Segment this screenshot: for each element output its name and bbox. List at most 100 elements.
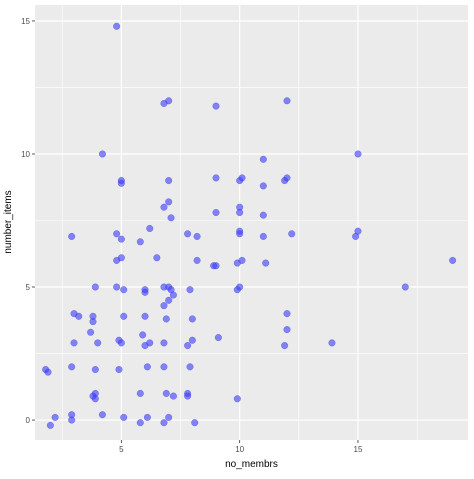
data-point [169, 392, 177, 400]
data-point [162, 389, 170, 397]
data-point [91, 283, 99, 291]
data-point [89, 318, 97, 326]
data-point [46, 421, 54, 429]
y-tick-label: 15 [21, 17, 30, 26]
axis-ticks: 5 10 15 0 5 10 15 [21, 17, 363, 454]
data-point [283, 326, 291, 334]
data-point [212, 262, 220, 270]
y-axis-title: number_items [3, 190, 14, 253]
data-point [113, 283, 121, 291]
data-point [238, 174, 246, 182]
data-point [449, 256, 457, 264]
data-point [141, 342, 149, 350]
data-point [236, 283, 244, 291]
data-point [94, 339, 102, 347]
data-point [113, 230, 121, 238]
data-point [141, 288, 149, 296]
data-point [191, 419, 199, 427]
data-point [259, 155, 267, 163]
data-point [117, 235, 125, 243]
data-point [98, 150, 106, 158]
data-point [188, 336, 196, 344]
data-point [328, 339, 336, 347]
data-point [113, 22, 121, 30]
data-point [165, 198, 173, 206]
data-point [70, 339, 78, 347]
data-point [262, 259, 270, 267]
data-point [136, 389, 144, 397]
data-point [87, 328, 95, 336]
data-point [165, 296, 173, 304]
data-point [283, 310, 291, 318]
data-point [259, 232, 267, 241]
data-point [233, 395, 241, 403]
data-point [115, 365, 123, 374]
data-point [184, 392, 192, 400]
data-point [212, 174, 220, 182]
data-point [120, 312, 128, 320]
x-tick-label: 5 [119, 445, 124, 454]
data-point [283, 174, 291, 182]
data-point [162, 315, 170, 323]
data-point [184, 230, 192, 238]
x-tick-label: 10 [235, 445, 244, 454]
data-point [141, 312, 149, 320]
data-point [184, 342, 192, 350]
data-point [165, 177, 173, 185]
data-point [160, 302, 168, 310]
data-point [238, 256, 246, 264]
data-point [214, 334, 222, 342]
y-tick-label: 10 [21, 150, 30, 159]
x-axis-title: no_membrs [225, 459, 278, 470]
data-point [91, 365, 99, 374]
data-point [193, 232, 201, 241]
data-point [75, 312, 83, 320]
data-points [42, 22, 457, 429]
data-point [143, 363, 151, 371]
data-point [167, 214, 175, 222]
data-point [91, 395, 99, 403]
data-point [186, 363, 194, 371]
data-point [68, 232, 76, 241]
data-point [160, 363, 168, 371]
data-point [169, 291, 177, 299]
data-point [117, 339, 125, 347]
data-point [120, 413, 128, 421]
data-point [188, 315, 196, 323]
data-point [153, 254, 161, 262]
data-point [193, 256, 201, 264]
data-point [136, 419, 144, 427]
data-point [136, 238, 144, 246]
data-point [68, 363, 76, 371]
y-tick-label: 0 [26, 416, 31, 425]
data-point [117, 254, 125, 262]
grid-lines [35, 5, 468, 440]
data-point [354, 150, 362, 158]
data-point [236, 208, 244, 217]
data-point [236, 230, 244, 238]
data-point [165, 97, 173, 105]
data-point [165, 413, 173, 421]
data-point [143, 413, 151, 421]
data-point [283, 97, 291, 105]
data-point [68, 416, 76, 424]
x-tick-label: 15 [354, 445, 363, 454]
data-point [117, 179, 125, 187]
data-point [98, 411, 106, 419]
data-point [44, 368, 52, 376]
data-point [281, 342, 289, 350]
data-point [186, 286, 194, 294]
data-point [146, 224, 154, 233]
data-point [160, 203, 168, 211]
data-point [259, 211, 267, 219]
data-point [401, 283, 409, 291]
data-point [354, 227, 362, 235]
data-point [212, 208, 220, 217]
data-point [160, 419, 168, 427]
data-point [139, 331, 147, 339]
y-tick-label: 5 [26, 283, 31, 292]
data-point [288, 230, 296, 238]
data-point [51, 413, 59, 421]
